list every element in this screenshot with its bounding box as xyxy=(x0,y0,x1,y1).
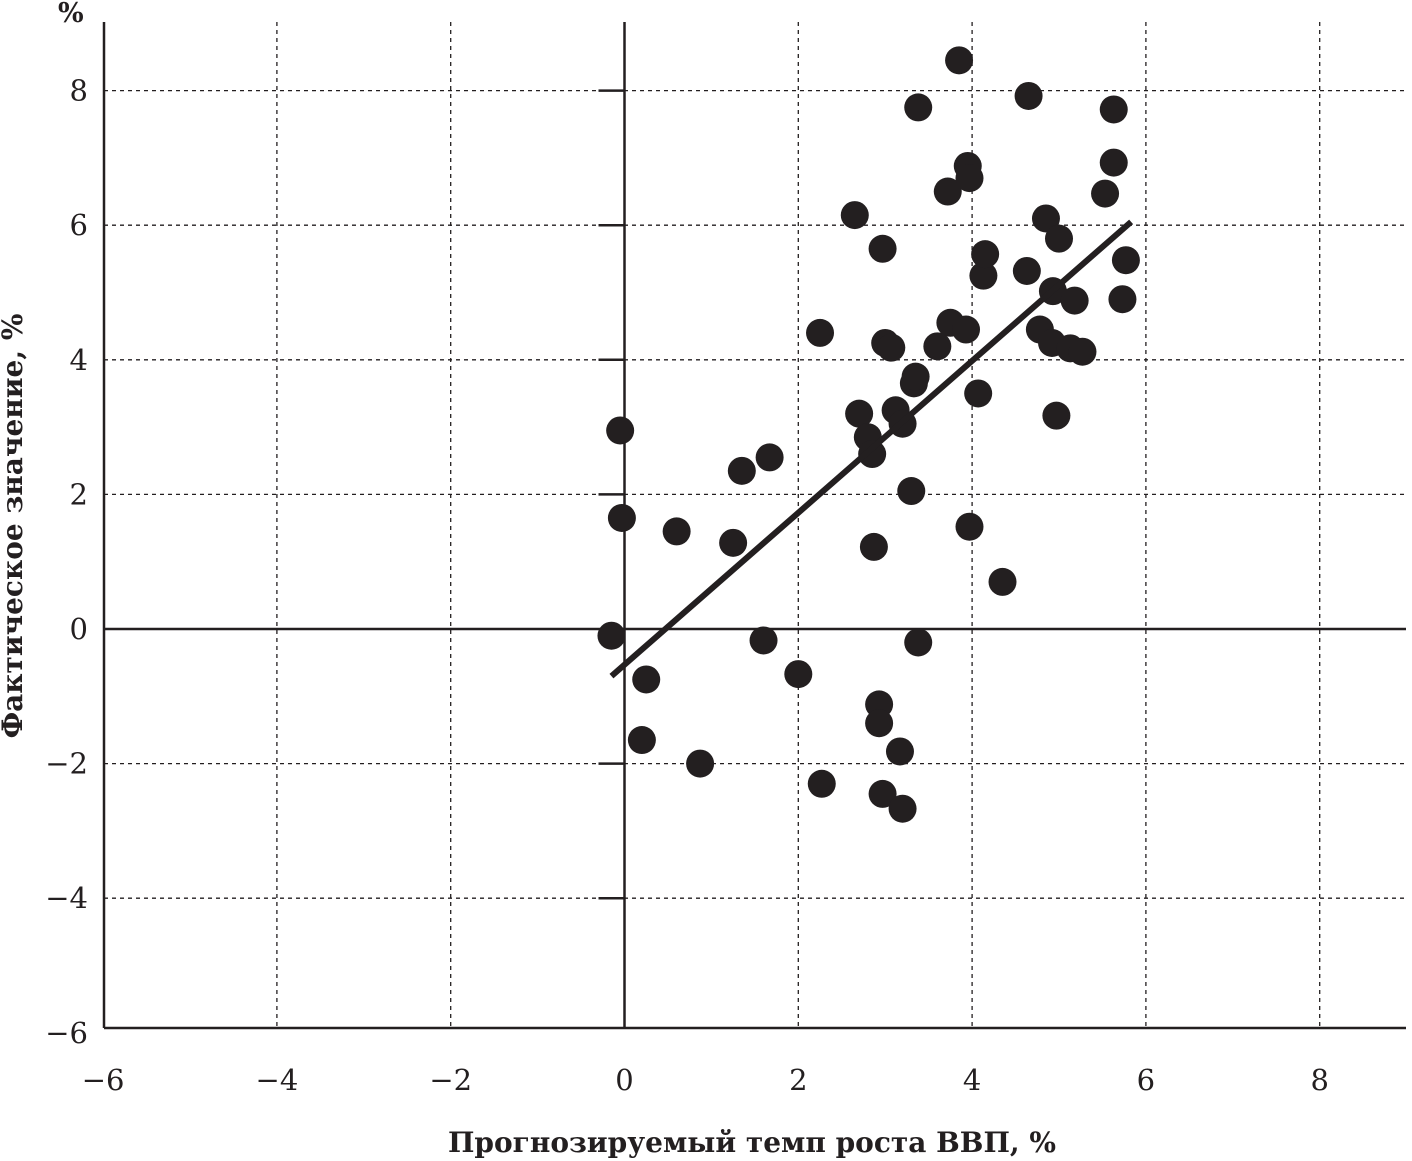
trend-line xyxy=(609,219,1134,679)
data-point xyxy=(749,626,778,655)
data-point xyxy=(845,399,874,428)
data-point xyxy=(1014,81,1043,110)
data-point xyxy=(597,621,626,650)
y-tick-label: 2 xyxy=(70,477,88,511)
y-tick-label: 4 xyxy=(70,343,88,377)
x-tick-label: 8 xyxy=(1310,1063,1328,1097)
x-axis-title: Прогнозируемый темп роста ВВП, % xyxy=(448,1126,1056,1159)
data-point xyxy=(719,528,748,557)
data-point xyxy=(904,628,933,657)
data-point xyxy=(868,234,897,263)
data-point xyxy=(727,456,756,485)
y-tick-label: 6 xyxy=(70,208,88,242)
trend-line-group xyxy=(609,219,1134,679)
tick-labels: −6 −4 −2 0 2 4 6 8 −6 −4 −2 0 2 4 6 8 xyxy=(45,74,1329,1097)
x-tick-label: 6 xyxy=(1137,1063,1155,1097)
data-point xyxy=(955,512,984,541)
x-tick-label: 2 xyxy=(789,1063,807,1097)
data-point xyxy=(1091,179,1120,208)
y-tick-label: −4 xyxy=(45,881,88,915)
data-point xyxy=(858,440,887,469)
data-point xyxy=(933,177,962,206)
x-tick-label: −6 xyxy=(82,1063,125,1097)
y-tick-label: −6 xyxy=(45,1016,88,1050)
axes xyxy=(102,22,1406,1030)
data-points xyxy=(597,46,1140,823)
data-point xyxy=(885,737,914,766)
data-point xyxy=(923,332,952,361)
data-point xyxy=(859,532,888,561)
data-point xyxy=(806,318,835,347)
data-point xyxy=(1042,401,1071,430)
data-point xyxy=(865,709,894,738)
data-point xyxy=(1111,246,1140,275)
y-tick-label: 0 xyxy=(70,612,88,646)
data-point xyxy=(1099,95,1128,124)
data-point xyxy=(662,517,691,546)
x-tick-label: 4 xyxy=(963,1063,981,1097)
data-point xyxy=(686,749,715,778)
data-point xyxy=(784,660,813,689)
data-point xyxy=(607,503,636,532)
data-point xyxy=(955,164,984,193)
data-point xyxy=(840,201,869,230)
y-unit-label: % xyxy=(58,0,84,29)
data-point xyxy=(627,726,656,755)
data-point xyxy=(897,477,926,506)
data-point xyxy=(877,333,906,362)
data-point xyxy=(1108,285,1137,314)
data-point xyxy=(945,46,974,75)
data-point xyxy=(969,261,998,290)
data-point xyxy=(1068,337,1097,366)
data-point xyxy=(964,379,993,408)
data-point xyxy=(1012,256,1041,285)
data-point xyxy=(1031,204,1060,233)
data-point xyxy=(901,362,930,391)
y-axis-title: Фактическое значение, % xyxy=(0,314,29,739)
data-point xyxy=(868,779,897,808)
data-point xyxy=(1060,286,1089,315)
data-point xyxy=(971,240,1000,269)
data-point xyxy=(988,567,1017,596)
y-tick-label: 8 xyxy=(70,74,88,108)
x-tick-label: −4 xyxy=(256,1063,299,1097)
x-tick-label: −2 xyxy=(429,1063,472,1097)
data-point xyxy=(606,416,635,445)
y-tick-label: −2 xyxy=(45,747,88,781)
data-point xyxy=(888,794,917,823)
data-point xyxy=(952,315,981,344)
x-tick-label: 0 xyxy=(615,1063,633,1097)
data-point xyxy=(807,769,836,798)
grid xyxy=(104,22,1406,1028)
data-point xyxy=(1045,224,1073,253)
data-point xyxy=(755,443,784,472)
data-point xyxy=(904,93,933,122)
data-point xyxy=(632,665,661,694)
data-point xyxy=(1099,148,1128,177)
